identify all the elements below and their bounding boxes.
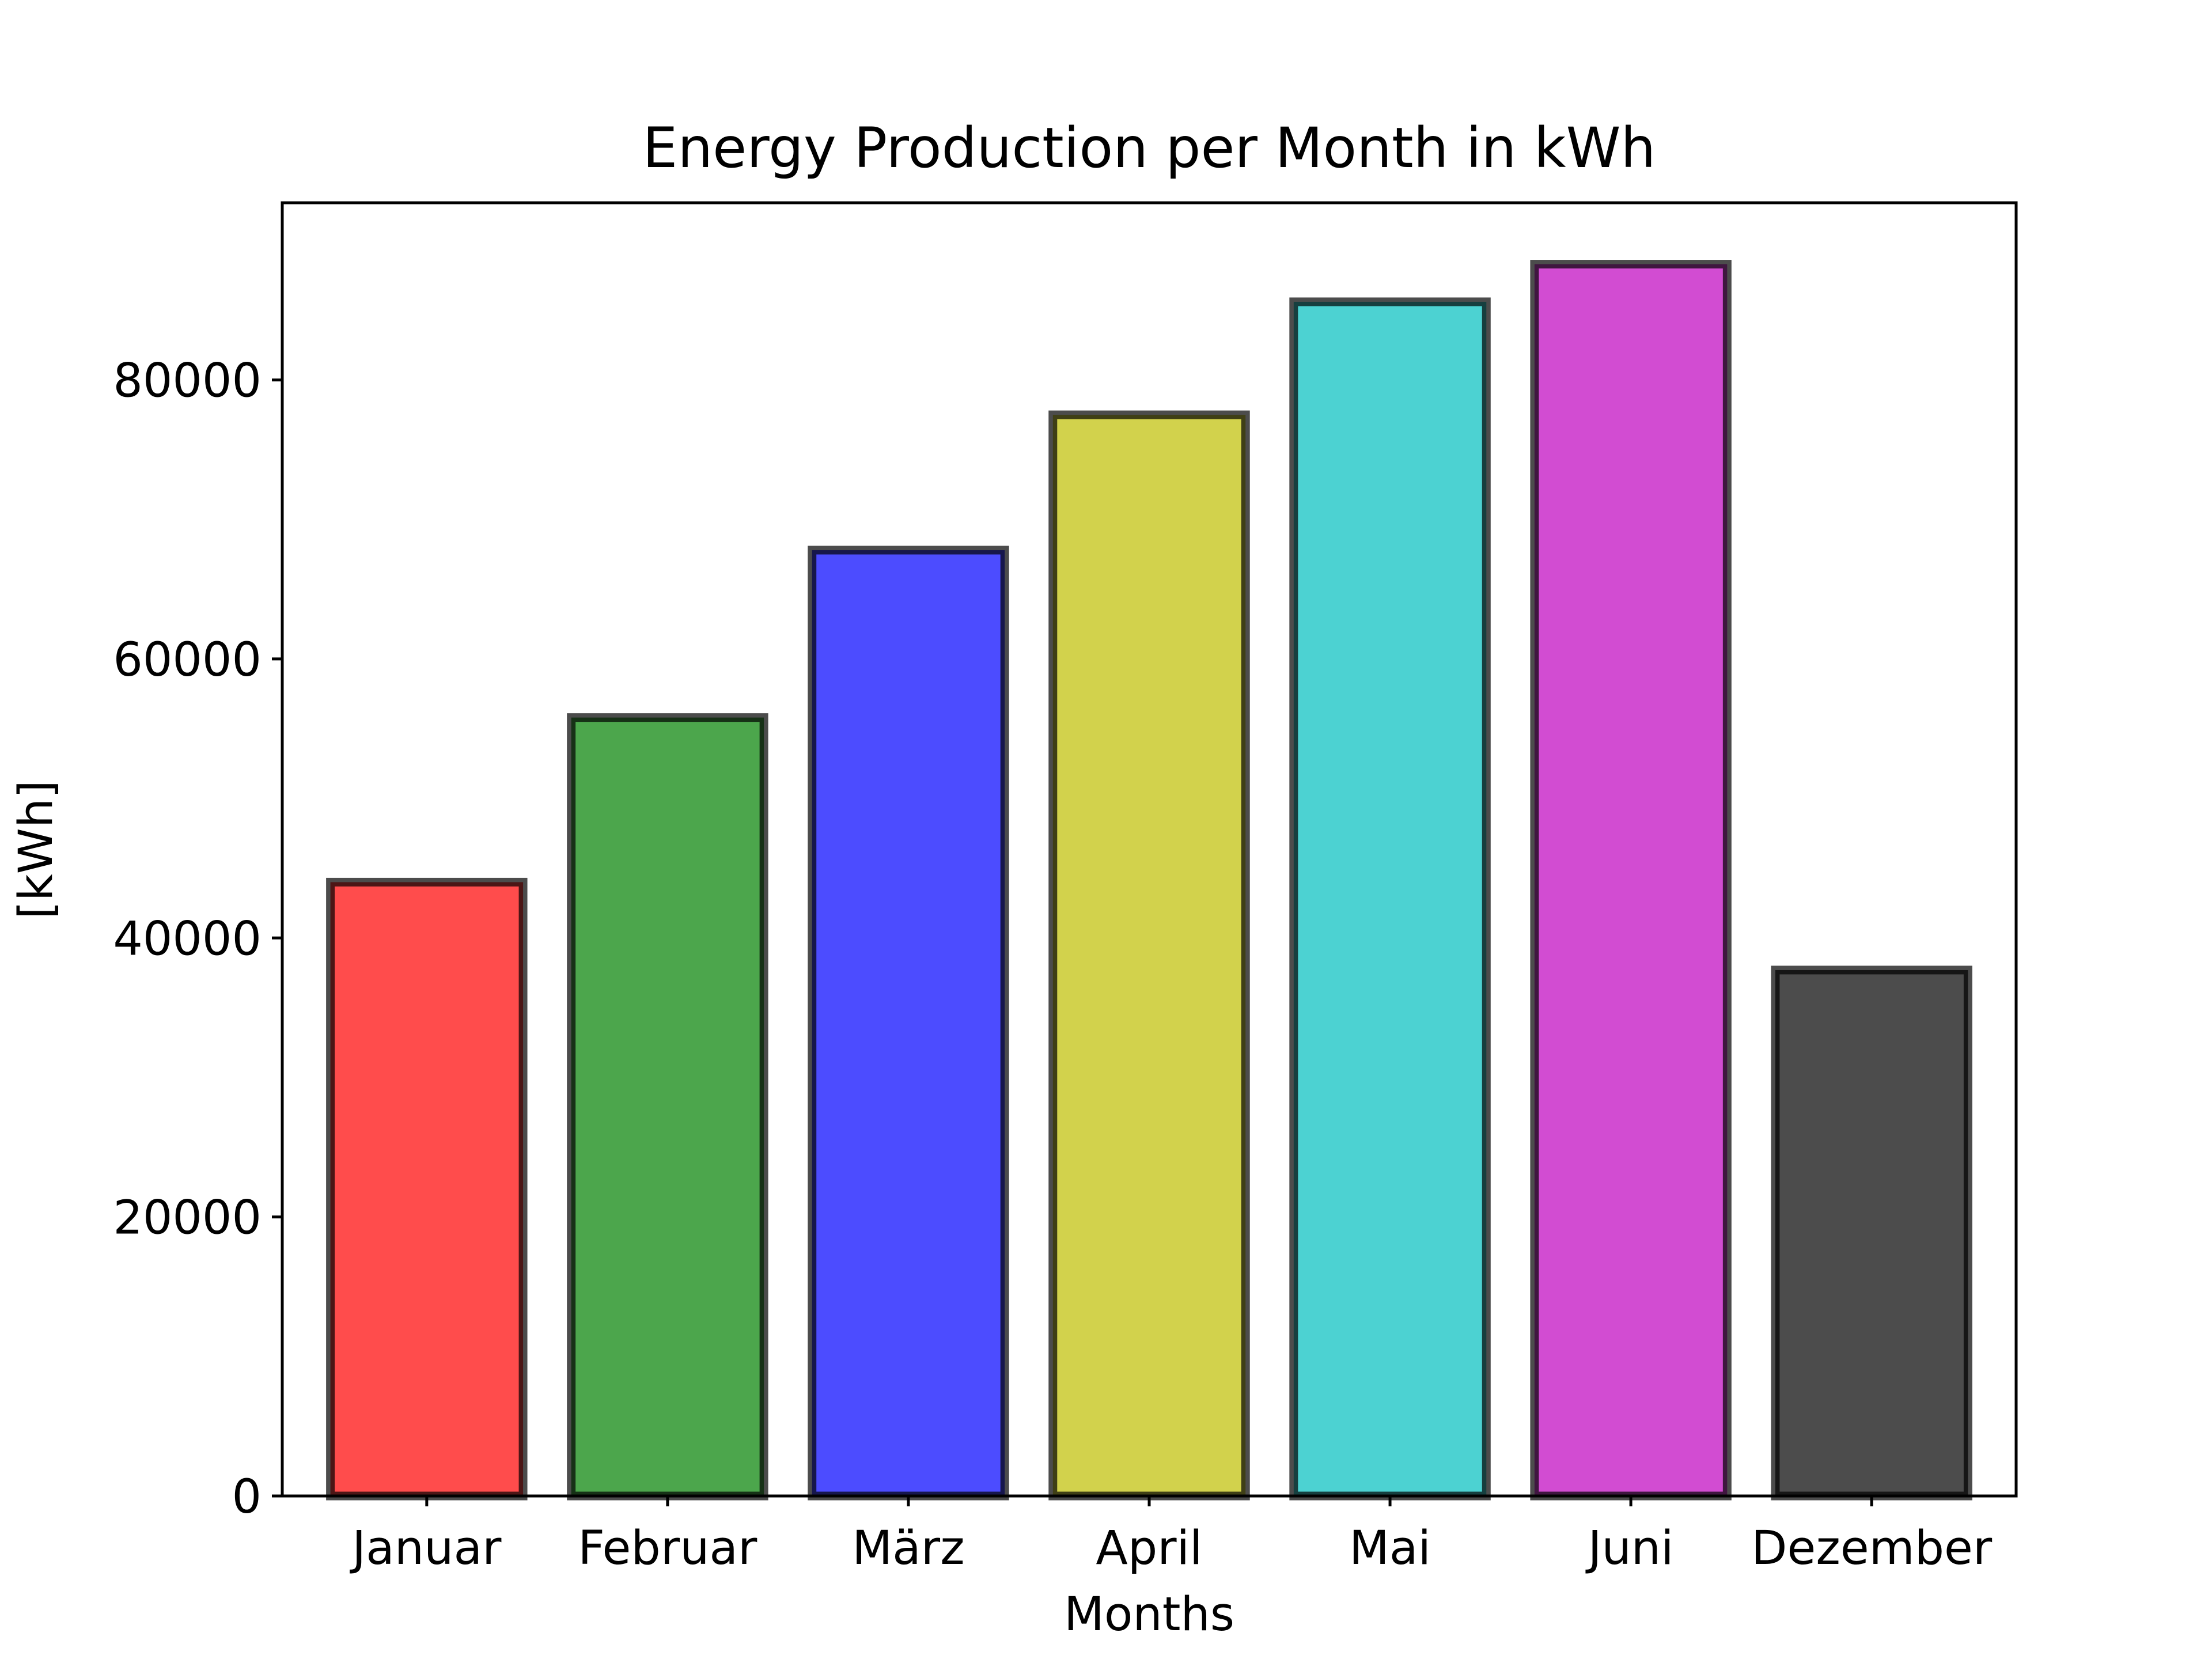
chart-title: Energy Production per Month in kWh [643,116,1656,180]
x-axis-label: Months [1064,1588,1234,1642]
x-tick-label: Dezember [1751,1521,1993,1575]
bar-3 [1048,410,1250,1501]
x-tick-label: Mai [1349,1521,1431,1575]
x-axis: Januar Februar März April Mai Juni Dezember [349,1496,1993,1575]
bar-6 [1771,965,1972,1501]
y-axis: 0 20000 40000 60000 80000 [113,354,282,1524]
bar-5 [1530,260,1732,1501]
y-tick-label: 20000 [113,1191,262,1245]
x-tick-label: März [852,1521,964,1575]
y-tick-label: 40000 [113,912,262,966]
y-tick-label: 60000 [113,633,262,687]
x-tick-label: Januar [349,1521,502,1575]
x-tick-label: Juni [1585,1521,1674,1575]
bar-1 [567,713,768,1501]
bar-4 [1289,297,1491,1501]
bar-2 [808,546,1009,1501]
y-tick-label: 80000 [113,354,262,408]
bars-layer [326,260,1972,1501]
x-tick-label: Februar [578,1521,757,1575]
y-axis-label: [kWh] [9,780,63,919]
bar-0 [326,877,528,1501]
x-tick-label: April [1096,1521,1202,1575]
y-tick-label: 0 [232,1470,262,1524]
